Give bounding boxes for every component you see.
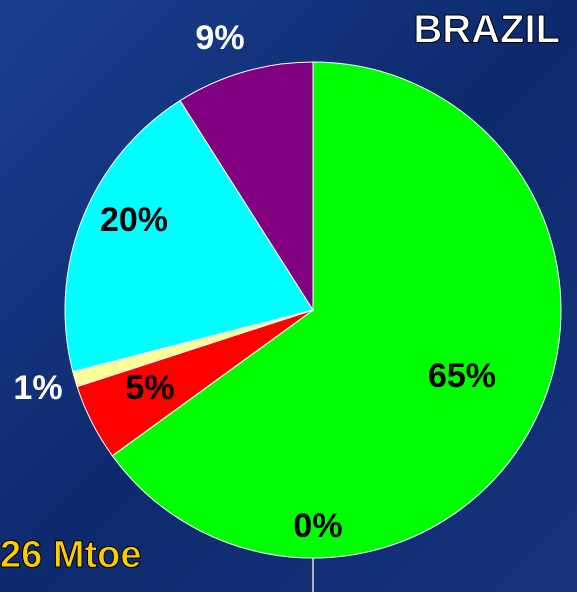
- chart-title: BRAZIL: [413, 8, 560, 52]
- pie: [65, 62, 561, 558]
- data-label: 0%: [293, 507, 342, 545]
- data-label: 5%: [125, 369, 174, 407]
- chart: BRAZIL 26 Mtoe 65% 0% 5% 1% 20% 9%: [0, 0, 577, 592]
- chart-subtitle: 26 Mtoe: [0, 534, 141, 576]
- page: BRAZIL 26 Mtoe 65%0%5%1%20%9% (() => { c…: [0, 0, 577, 592]
- data-label: 65%: [428, 357, 496, 395]
- data-label: 1%: [13, 369, 62, 407]
- data-label: 9%: [195, 19, 244, 57]
- data-label: 20%: [100, 201, 168, 239]
